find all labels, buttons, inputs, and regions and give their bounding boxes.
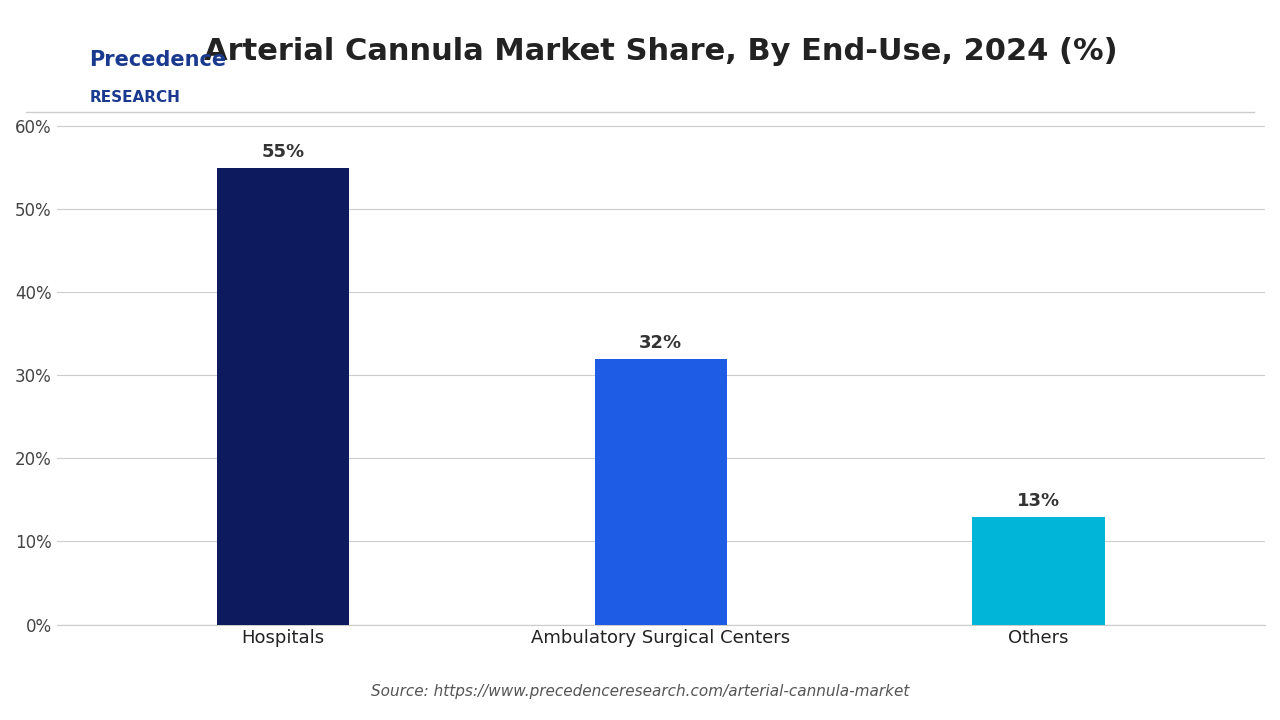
Title: Arterial Cannula Market Share, By End-Use, 2024 (%): Arterial Cannula Market Share, By End-Us…: [204, 37, 1117, 66]
Text: Source: https://www.precedenceresearch.com/arterial-cannula-market: Source: https://www.precedenceresearch.c…: [371, 684, 909, 698]
Text: 32%: 32%: [639, 334, 682, 352]
Text: 13%: 13%: [1016, 492, 1060, 510]
Bar: [595, 359, 727, 624]
Text: RESEARCH: RESEARCH: [90, 90, 180, 105]
Text: Precedence: Precedence: [90, 50, 227, 71]
Text: 55%: 55%: [261, 143, 305, 161]
Bar: [218, 168, 349, 624]
Bar: [973, 516, 1105, 624]
